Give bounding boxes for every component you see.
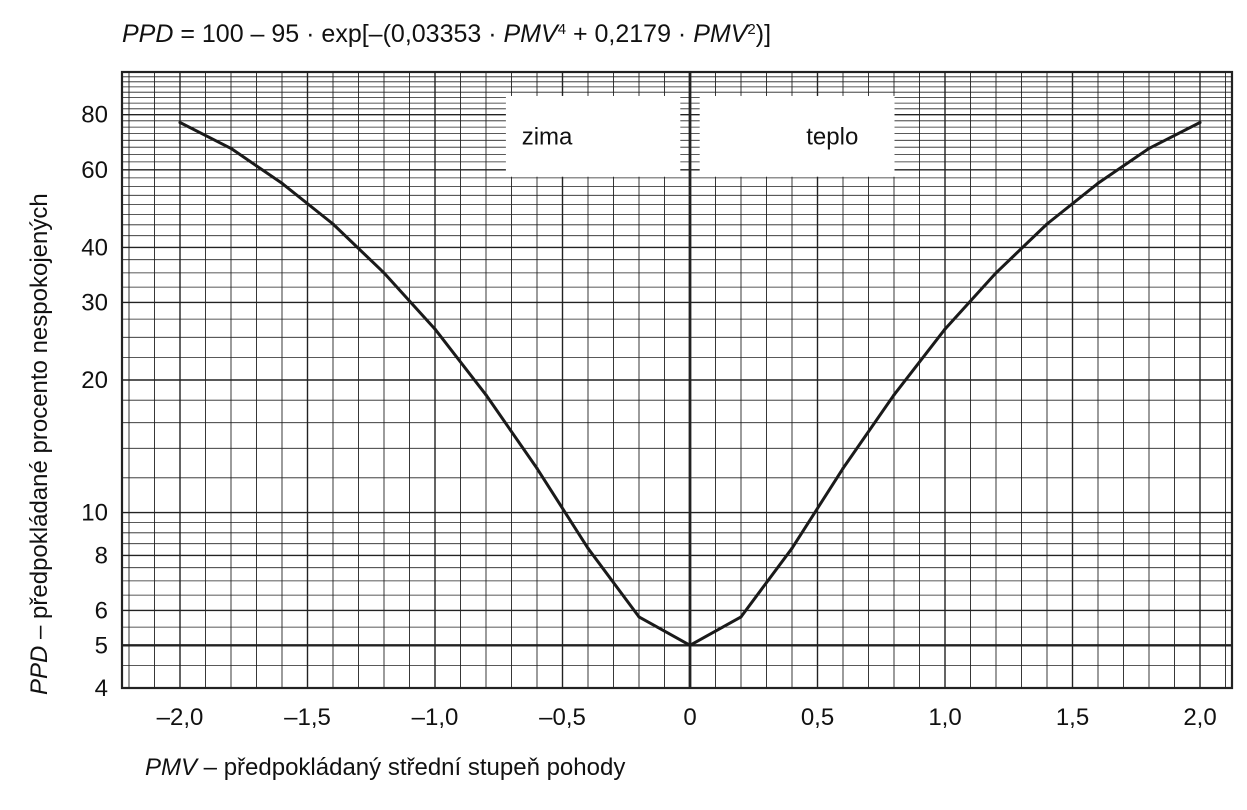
region-zima: zima: [505, 95, 681, 177]
ppd-curve-point: [433, 327, 437, 331]
ppd-curve-point: [943, 327, 947, 331]
x-tick-label: –2,0: [157, 704, 204, 731]
x-axis-label: PMV – předpokládaný střední stupeň pohod…: [145, 754, 625, 781]
region-zima-box: [505, 95, 681, 177]
x-tick-label: –1,5: [284, 704, 331, 731]
ppd-curve-point: [994, 271, 998, 275]
title-part-5: PMV: [693, 20, 750, 48]
ppd-curve-point: [739, 615, 743, 619]
y-tick-label: 40: [81, 234, 108, 261]
ppd-curve-point: [841, 466, 845, 470]
plot-frame: [120, 70, 1234, 690]
ppd-curve-point: [1096, 181, 1100, 185]
region-teplo-label: teplo: [806, 123, 858, 150]
x-tick-label: 0: [683, 704, 696, 731]
title-part-3: 4: [558, 21, 566, 38]
y-tick-label: 30: [81, 289, 108, 316]
region-labels: zima teplo: [505, 95, 895, 177]
xlabel-symbol: PMV: [145, 754, 199, 781]
y-tick-label: 80: [81, 102, 108, 129]
ppd-curve-point: [586, 546, 590, 550]
ppd-curve-point: [1198, 121, 1202, 124]
title-part-6: 2: [747, 21, 755, 38]
ppd-curve-point: [790, 546, 794, 550]
x-tick-label: 2,0: [1183, 704, 1216, 731]
region-teplo-box: [699, 95, 895, 177]
x-tick-labels: –2,0 –1,5 –1,0 –0,5 0 0,5 1,0 1,5 2,0: [157, 704, 1217, 731]
title-part-1: = 100 – 95 · exp[–(0,03353 ·: [173, 20, 503, 48]
y-tick-label: 10: [81, 500, 108, 527]
region-zima-label: zima: [522, 123, 573, 150]
ylabel-text: – předpokládané procento nespokojených: [26, 193, 53, 645]
y-tick-label: 8: [95, 542, 108, 569]
ppd-curve-point: [382, 271, 386, 275]
ppd-curve-point: [637, 615, 641, 619]
ppd-curve-group: [178, 121, 1202, 647]
ppd-curve-point: [484, 393, 488, 397]
region-teplo: teplo: [699, 95, 895, 177]
title-part-0: PPD: [122, 20, 173, 48]
title-part-7: )]: [756, 20, 771, 48]
y-tick-label: 60: [81, 157, 108, 184]
ppd-curve-point: [1147, 146, 1151, 150]
ylabel-symbol: PPD: [26, 646, 53, 695]
y-tick-label: 5: [95, 632, 108, 659]
ppd-curve-point: [178, 121, 182, 124]
x-tick-label: 1,0: [928, 704, 961, 731]
ppd-curve-point: [229, 146, 233, 150]
y-tick-label: 20: [81, 367, 108, 394]
ppd-curve-point: [892, 393, 896, 397]
ppd-curve-point: [1045, 222, 1049, 226]
ppd-curve-point: [688, 643, 692, 647]
x-tick-label: –0,5: [539, 704, 586, 731]
ppd-curve-point: [331, 222, 335, 226]
y-tick-label: 6: [95, 597, 108, 624]
y-axis-label: PPD – předpokládané procento nespokojený…: [26, 193, 53, 695]
chart-title: PPD = 100 – 95 · exp[–(0,03353 · PMV4 + …: [122, 20, 771, 48]
x-tick-label: 0,5: [801, 704, 834, 731]
x-tick-label: –1,0: [412, 704, 459, 731]
x-tick-label: 1,5: [1056, 704, 1089, 731]
title-part-4: + 0,2179 ·: [566, 20, 693, 48]
title-part-2: PMV: [504, 20, 561, 48]
ppd-curve-point: [535, 466, 539, 470]
y-tick-labels: 4 5 6 8 10 20 30 40 60 80: [81, 102, 108, 702]
y-tick-label: 4: [95, 675, 108, 702]
ppd-curve-point: [280, 181, 284, 185]
xlabel-text: – předpokládaný střední stupeň pohody: [197, 754, 625, 781]
